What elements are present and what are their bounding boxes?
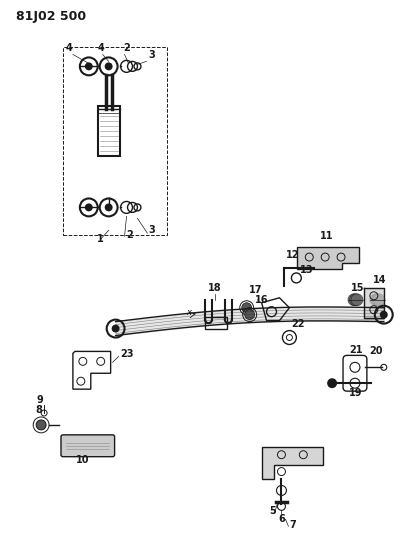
- Text: 22: 22: [291, 319, 305, 328]
- Circle shape: [373, 294, 385, 306]
- Circle shape: [245, 310, 255, 320]
- Polygon shape: [298, 247, 359, 269]
- Text: 18: 18: [208, 283, 222, 293]
- Text: 21: 21: [349, 345, 363, 356]
- Text: 17: 17: [249, 285, 262, 295]
- Text: 14: 14: [373, 275, 386, 285]
- Text: x: x: [186, 308, 191, 317]
- Polygon shape: [364, 288, 384, 318]
- Text: 8: 8: [35, 405, 42, 415]
- Bar: [63, 46, 167, 235]
- Text: 19: 19: [349, 388, 363, 398]
- Text: 23: 23: [120, 349, 134, 359]
- Circle shape: [327, 378, 337, 388]
- Circle shape: [85, 62, 93, 70]
- Text: 11: 11: [320, 231, 334, 241]
- Circle shape: [350, 294, 361, 306]
- Text: 10: 10: [76, 455, 90, 465]
- Text: 81J02 500: 81J02 500: [16, 10, 86, 23]
- FancyBboxPatch shape: [61, 435, 115, 457]
- Circle shape: [105, 204, 113, 212]
- Text: 13: 13: [300, 265, 314, 275]
- Circle shape: [85, 204, 93, 212]
- Circle shape: [242, 303, 252, 313]
- Text: 5: 5: [269, 506, 276, 516]
- Text: 9: 9: [36, 395, 43, 405]
- Circle shape: [370, 294, 382, 306]
- Circle shape: [105, 62, 113, 70]
- Polygon shape: [262, 447, 323, 479]
- Circle shape: [380, 311, 388, 319]
- Text: 3: 3: [149, 51, 155, 60]
- Circle shape: [112, 325, 120, 333]
- Text: 20: 20: [369, 346, 382, 357]
- Circle shape: [348, 294, 360, 306]
- Text: 4: 4: [66, 44, 72, 53]
- Circle shape: [351, 294, 363, 306]
- Text: 16: 16: [255, 295, 268, 305]
- Text: 6: 6: [278, 514, 285, 524]
- Text: 3: 3: [149, 225, 155, 235]
- Text: 2: 2: [123, 44, 130, 53]
- Text: 4: 4: [97, 44, 104, 53]
- Circle shape: [371, 294, 383, 306]
- Circle shape: [36, 420, 46, 430]
- Text: 15: 15: [351, 283, 365, 293]
- Text: 2: 2: [127, 230, 133, 240]
- Text: 12: 12: [287, 250, 300, 260]
- Bar: [205, 317, 227, 328]
- Text: 7: 7: [289, 520, 296, 530]
- Bar: [98, 106, 120, 156]
- Text: 1: 1: [97, 234, 104, 244]
